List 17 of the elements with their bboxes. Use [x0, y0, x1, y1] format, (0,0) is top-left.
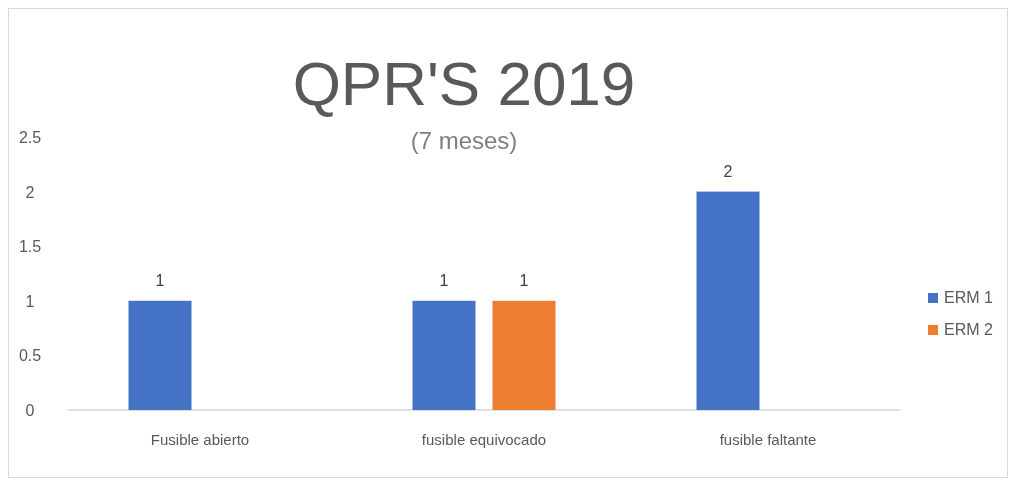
data-label: 2 [723, 162, 733, 180]
y-tick-label: 2 [25, 183, 35, 201]
y-tick-label: 1 [25, 292, 35, 310]
data-label: 1 [155, 271, 165, 289]
y-tick-label: 0 [25, 402, 35, 419]
chart-title: QPR'S 2019 [292, 49, 636, 118]
y-tick-label: 2.5 [18, 129, 42, 146]
x-tick-label: fusible equivocado [421, 431, 547, 448]
data-label: 1 [439, 271, 449, 289]
chart-subtitle: (7 meses) [410, 127, 518, 154]
legend-label: ERM 1 [944, 289, 993, 306]
x-tick-label: fusible faltante [719, 431, 817, 448]
x-tick-label: Fusible abierto [150, 431, 250, 448]
y-tick-label: 1.5 [18, 238, 42, 256]
legend-label: ERM 2 [944, 321, 993, 338]
y-tick-label: 0.5 [18, 347, 42, 365]
data-label: 1 [519, 271, 529, 289]
